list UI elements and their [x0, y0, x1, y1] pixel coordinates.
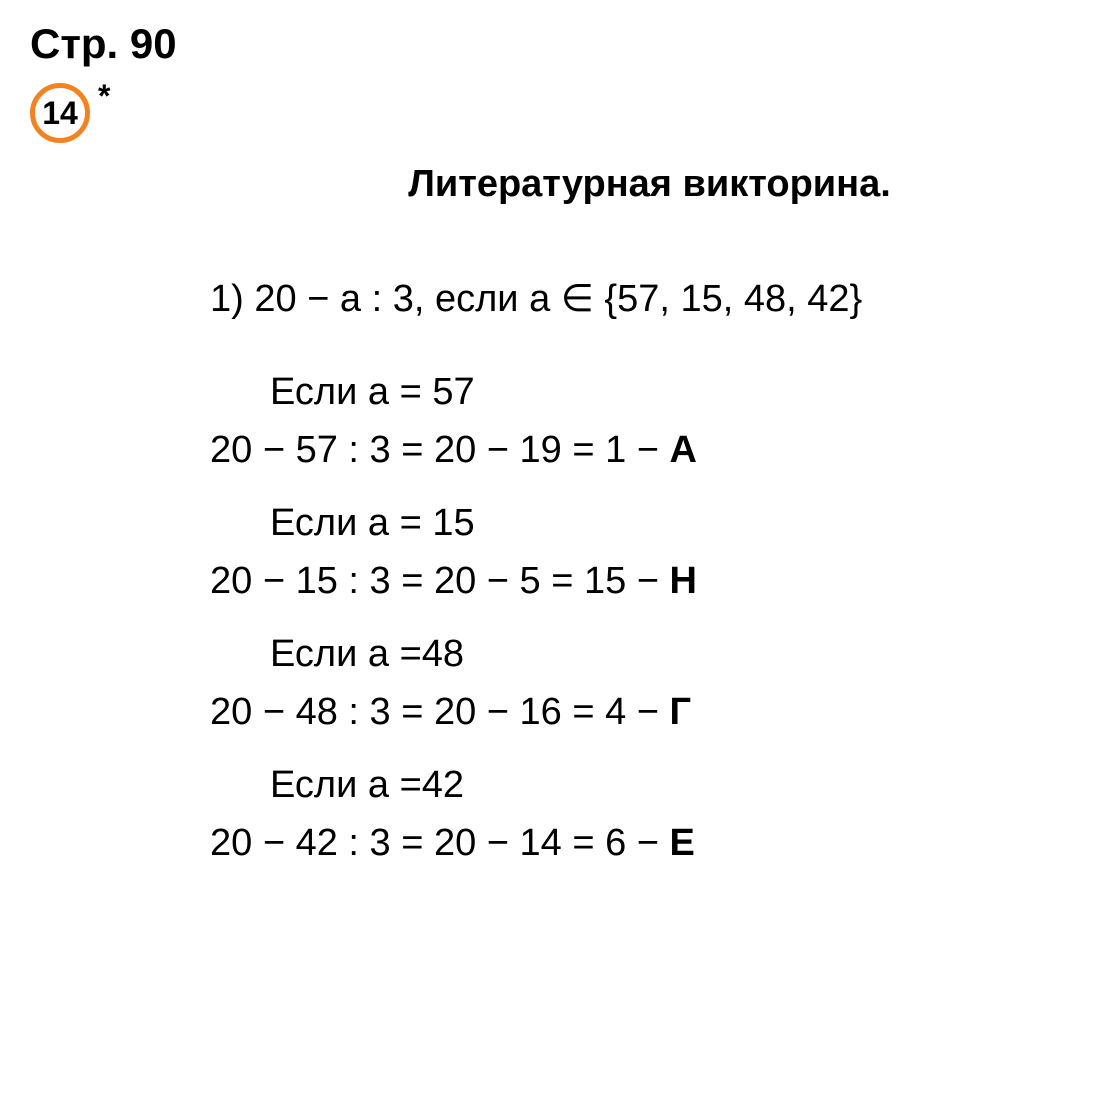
calculation-line: 20 − 57 : 3 = 20 − 19 = 1 − А: [210, 429, 1069, 472]
calc-prefix: 20 − 42 : 3 = 20 − 14 = 6 −: [210, 822, 670, 864]
calculation-line: 20 − 48 : 3 = 20 − 16 = 4 − Г: [210, 691, 1069, 734]
if-condition: Если a =42: [270, 764, 1069, 807]
calc-prefix: 20 − 57 : 3 = 20 − 19 = 1 −: [210, 429, 670, 471]
result-letter: Е: [670, 822, 695, 864]
calculation-block-4: Если a =42 20 − 42 : 3 = 20 − 14 = 6 − Е: [210, 764, 1069, 865]
if-condition: Если a = 57: [270, 371, 1069, 414]
calculation-block-1: Если a = 57 20 − 57 : 3 = 20 − 19 = 1 − …: [210, 371, 1069, 472]
if-condition: Если a =48: [270, 633, 1069, 676]
result-letter: А: [670, 429, 697, 471]
calculation-block-2: Если a = 15 20 − 15 : 3 = 20 − 5 = 15 − …: [210, 502, 1069, 603]
exercise-number-circle: 14: [30, 83, 90, 143]
problem-statement: 1) 20 − a : 3, если a ∈ {57, 15, 48, 42}: [210, 276, 1069, 321]
calc-prefix: 20 − 15 : 3 = 20 − 5 = 15 −: [210, 560, 670, 602]
calculation-block-3: Если a =48 20 − 48 : 3 = 20 − 16 = 4 − Г: [210, 633, 1069, 734]
result-letter: Н: [670, 560, 697, 602]
calculation-line: 20 − 42 : 3 = 20 − 14 = 6 − Е: [210, 822, 1069, 865]
calc-prefix: 20 − 48 : 3 = 20 − 16 = 4 −: [210, 691, 670, 733]
calculation-line: 20 − 15 : 3 = 20 − 5 = 15 − Н: [210, 560, 1069, 603]
asterisk-mark: *: [98, 78, 110, 115]
exercise-number-wrapper: 14 *: [30, 83, 1069, 143]
page-reference: Стр. 90: [30, 20, 1069, 68]
result-letter: Г: [670, 691, 692, 733]
quiz-title: Литературная викторина.: [230, 163, 1069, 206]
if-condition: Если a = 15: [270, 502, 1069, 545]
